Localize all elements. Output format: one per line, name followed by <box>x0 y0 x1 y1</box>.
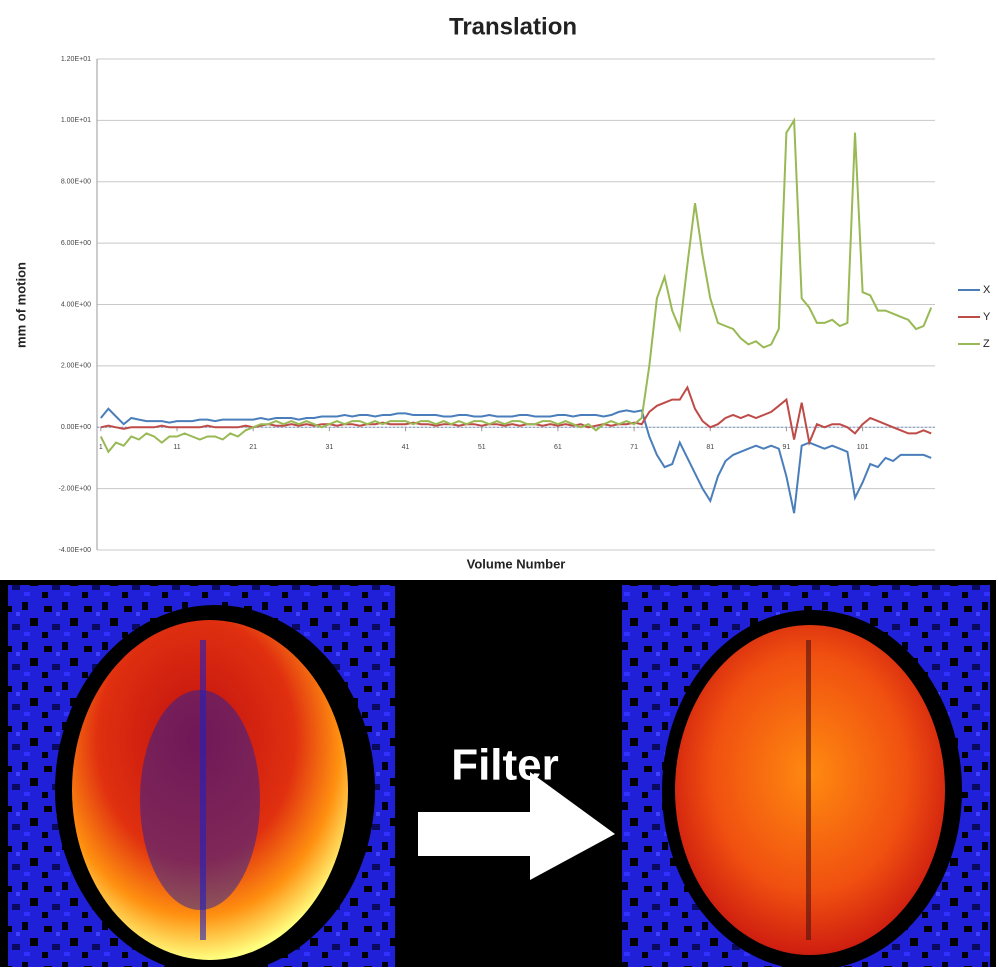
page: {"chart_data": {"type": "line", "title":… <box>0 0 996 972</box>
brain-image-left <box>8 585 395 967</box>
y-tick-label: 1.00E+01 <box>61 117 91 124</box>
x-tick-label: 51 <box>478 444 486 451</box>
y-tick-label: -2.00E+00 <box>59 485 92 492</box>
y-tick-label: 8.00E+00 <box>61 179 91 186</box>
x-tick-label: 41 <box>402 444 410 451</box>
x-tick-label: 21 <box>249 444 257 451</box>
x-tick-label: 101 <box>857 444 869 451</box>
y-tick-label: 6.00E+00 <box>61 240 91 247</box>
chart-title: Translation <box>449 13 577 40</box>
x-tick-label: 61 <box>554 444 562 451</box>
legend-label: X <box>983 284 991 296</box>
x-tick-label: 1 <box>99 444 103 451</box>
filter-label: Filter <box>451 741 559 790</box>
x-tick-label: 11 <box>173 444 180 451</box>
y-tick-label: 0.00E+00 <box>61 424 91 431</box>
figure: Filter Translation mm of motion Volume N… <box>0 0 996 967</box>
legend-label: Y <box>983 311 991 323</box>
x-tick-label: 81 <box>706 444 714 451</box>
y-tick-label: 1.20E+01 <box>61 56 91 63</box>
series-line <box>101 120 931 451</box>
y-tick-label: -4.00E+00 <box>59 547 92 554</box>
y-tick-label: 2.00E+00 <box>61 363 91 370</box>
x-tick-label: 71 <box>630 444 638 451</box>
y-tick-label: 4.00E+00 <box>61 301 91 308</box>
y-axis-label: mm of motion <box>13 262 28 348</box>
x-tick-label: 91 <box>783 444 791 451</box>
x-axis-label: Volume Number <box>467 556 566 571</box>
legend-label: Z <box>983 338 990 350</box>
brain-image-right <box>622 585 990 967</box>
x-tick-label: 31 <box>325 444 333 451</box>
